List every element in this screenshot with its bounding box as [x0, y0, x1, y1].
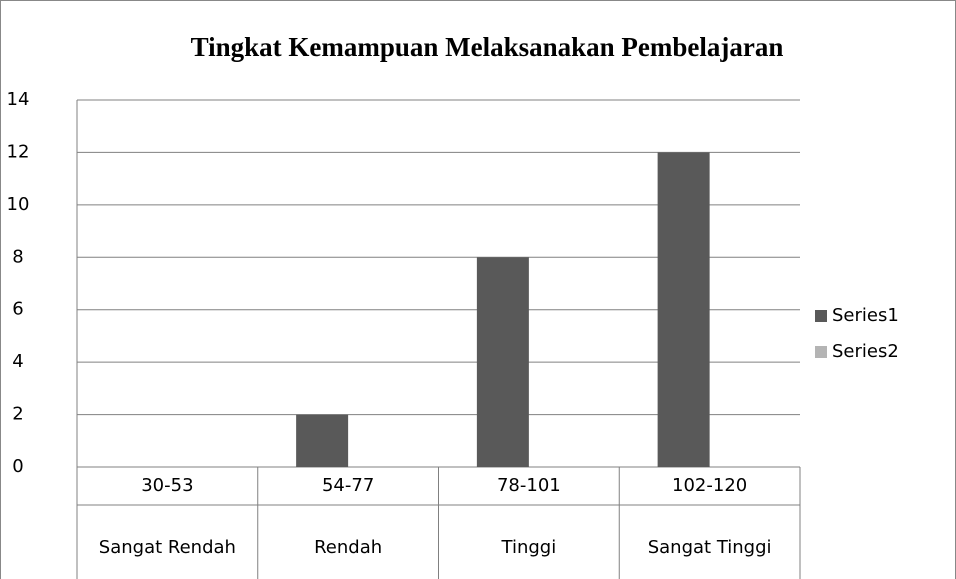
x-tick-label: 102-120 — [672, 475, 747, 496]
y-tick-label: 2 — [12, 404, 23, 425]
bar — [296, 414, 349, 467]
legend-swatch — [815, 310, 827, 322]
x-tick-label: Sangat Tinggi — [648, 537, 772, 558]
legend-swatch — [815, 346, 827, 358]
x-tick-label: 54-77 — [322, 475, 374, 496]
x-tick-label: 78-101 — [497, 475, 561, 496]
y-tick-label: 8 — [12, 246, 23, 267]
bar — [476, 257, 529, 467]
x-tick-label: 30-53 — [141, 475, 193, 496]
y-tick-label: 0 — [12, 456, 23, 477]
y-tick-label: 10 — [7, 194, 30, 215]
y-tick-label: 12 — [7, 141, 30, 162]
legend-label: Series1 — [832, 305, 899, 326]
chart-title: Tingkat Kemampuan Melaksanakan Pembelaja… — [191, 32, 784, 62]
y-tick-label: 14 — [7, 89, 30, 110]
legend-label: Series2 — [832, 341, 899, 362]
bar — [657, 152, 710, 467]
y-tick-label: 6 — [12, 299, 23, 320]
y-tick-label: 4 — [12, 351, 23, 372]
x-tick-label: Sangat Rendah — [99, 537, 236, 558]
x-tick-label: Tinggi — [501, 537, 557, 558]
x-tick-label: Rendah — [314, 537, 382, 558]
